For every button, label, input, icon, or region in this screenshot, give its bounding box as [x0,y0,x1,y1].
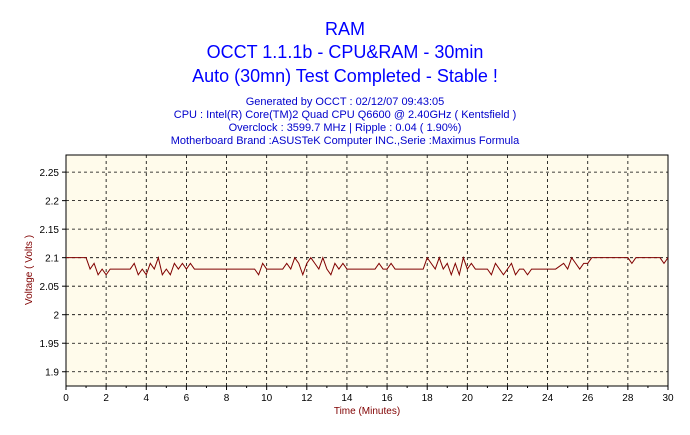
x-tick-label: 22 [502,393,514,404]
x-tick-label: 24 [542,393,554,404]
y-tick-label: 1.95 [40,339,60,350]
y-tick-label: 2.15 [40,225,60,236]
y-tick-label: 2 [53,311,59,322]
generated-info: Generated by OCCT : 02/12/07 09:43:05 [245,96,445,108]
x-tick-label: 18 [422,393,434,404]
series-line-voltage [66,255,669,277]
test-name: OCCT 1.1.1b - CPU&RAM - 30min [206,42,484,62]
x-tick-label: 4 [143,393,149,404]
x-tick-label: 16 [382,393,394,404]
x-tick-label: 30 [662,393,674,404]
x-tick-label: 0 [63,393,69,404]
motherboard-info: Motherboard Brand :ASUSTeK Computer INC.… [170,135,520,147]
plot-area [65,154,669,387]
x-tick-label: 2 [103,393,109,404]
x-tick-label: 12 [301,393,313,404]
x-tick-label: 20 [462,393,474,404]
y-tick-label: 2.05 [40,282,60,293]
x-tick-label: 28 [622,393,634,404]
x-tick-label: 6 [184,393,190,404]
test-status: Auto (30mn) Test Completed - Stable ! [192,66,498,86]
y-axis-label: Voltage ( Volts ) [24,235,35,305]
y-tick-label: 2.2 [45,197,59,208]
overclock-info: Overclock : 3599.7 MHz | Ripple : 0.04 (… [228,122,462,134]
series-layer [66,255,669,277]
y-tick-label: 2.25 [40,168,60,179]
x-tick-label: 8 [224,393,230,404]
x-tick-label: 26 [582,393,594,404]
chart-title: RAM [325,19,365,39]
y-tick-label: 1.9 [45,368,59,379]
y-tick-label: 2.1 [45,254,59,265]
x-tick-label: 10 [261,393,273,404]
x-tick-label: 14 [341,393,353,404]
cpu-info: CPU : Intel(R) Core(TM)2 Quad CPU Q6600 … [173,109,517,121]
grid [66,155,668,386]
axis-ticks: 0 2 4 6 8 10 12 14 16 18 20 22 24 26 28 301.91.9522.052… [40,168,674,404]
x-axis-label: Time (Minutes) [334,406,400,417]
